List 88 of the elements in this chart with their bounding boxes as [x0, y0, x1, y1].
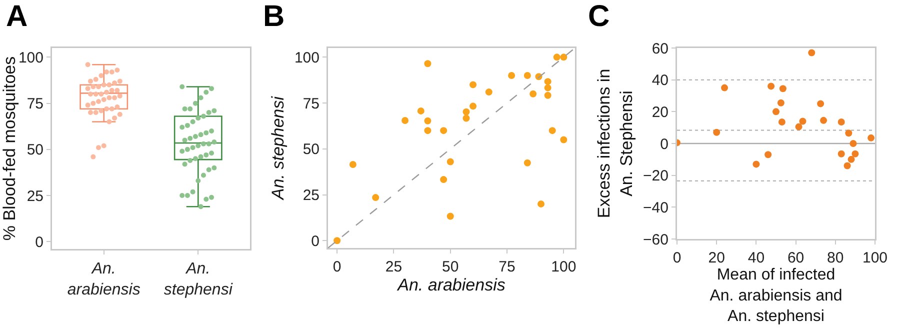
point — [485, 88, 492, 96]
y-tick-label: −60 — [643, 231, 668, 248]
point — [844, 162, 851, 170]
point — [768, 82, 775, 90]
point — [772, 108, 780, 116]
point — [349, 161, 356, 168]
x-tick-label: An. arabiensis — [67, 260, 140, 298]
x-tick-label: 100 — [862, 250, 888, 266]
y-tick-label: 100 — [294, 49, 320, 66]
y-tick-label: 50 — [302, 141, 320, 158]
x-tick-label: 100 — [551, 258, 576, 276]
point — [424, 117, 432, 124]
point — [817, 100, 824, 108]
y-tick-label: 75 — [26, 96, 44, 113]
y-tick-label: 20 — [652, 104, 668, 121]
point — [470, 102, 477, 110]
y-tick-label: 0 — [35, 234, 44, 251]
y-tick-label: 25 — [26, 188, 44, 205]
point — [548, 127, 556, 134]
y-axis-title: % Blood-fed mosquitoes — [0, 56, 19, 241]
y-tick-label: 50 — [26, 142, 44, 159]
point — [462, 108, 470, 116]
point — [544, 78, 552, 86]
point — [795, 123, 802, 130]
x-tick-label: 0 — [672, 250, 682, 266]
x-tick-label: 60 — [787, 250, 804, 266]
point — [779, 85, 786, 92]
y-tick-label: 75 — [302, 95, 320, 112]
point — [538, 200, 545, 208]
point — [424, 60, 432, 68]
point — [713, 128, 720, 136]
point — [838, 150, 845, 158]
chart-title: C — [588, 0, 610, 33]
point — [440, 127, 448, 134]
x-tick-label: 80 — [827, 250, 844, 266]
point — [372, 194, 380, 202]
point — [752, 160, 760, 168]
y-tick-label: 40 — [652, 72, 668, 90]
x-tick-label: 40 — [748, 250, 765, 266]
point — [417, 107, 424, 114]
y-tick-label: 100 — [18, 49, 44, 66]
y-tick-label: 25 — [302, 187, 320, 204]
y-axis-title: Excess infections in An. Stephensi — [594, 68, 636, 218]
chart-title: B — [263, 0, 285, 33]
point — [334, 237, 341, 244]
point — [845, 130, 852, 137]
x-tick-label: An. stephensi — [164, 260, 233, 298]
x-tick-label: 25 — [385, 258, 402, 276]
point — [544, 84, 552, 92]
y-tick-label: −40 — [643, 199, 668, 216]
x-tick-label: 75 — [498, 258, 516, 276]
x-tick-label: 0 — [332, 258, 342, 276]
point — [424, 127, 432, 134]
point — [777, 99, 784, 106]
point — [848, 156, 855, 163]
y-tick-label: 0 — [311, 232, 320, 250]
chart-title: A — [6, 0, 28, 33]
point — [524, 72, 531, 80]
point — [508, 72, 516, 80]
y-tick-label: −20 — [643, 168, 668, 185]
y-axis-title: An. stephensi — [268, 95, 288, 201]
point — [530, 90, 537, 98]
point — [850, 140, 857, 147]
point — [721, 84, 728, 92]
point — [838, 118, 845, 126]
point — [778, 118, 786, 126]
point — [402, 116, 409, 124]
point — [868, 134, 875, 142]
point — [820, 116, 828, 124]
point — [553, 54, 560, 61]
x-tick-label: 50 — [442, 258, 459, 276]
point — [560, 136, 568, 144]
point — [808, 49, 816, 56]
point — [446, 158, 454, 166]
point — [446, 212, 454, 220]
point — [852, 150, 859, 158]
point — [560, 54, 568, 61]
point — [440, 176, 448, 184]
point — [470, 81, 477, 88]
point — [524, 159, 531, 166]
y-tick-label: 0 — [660, 136, 668, 153]
point — [799, 118, 806, 125]
point — [462, 114, 470, 122]
x-tick-label: 20 — [708, 250, 725, 266]
y-tick-label: 60 — [652, 40, 668, 58]
point — [764, 151, 772, 158]
point — [544, 92, 552, 99]
x-axis-title: Mean of infected An. arabiensis and An. stephensi — [710, 266, 842, 326]
